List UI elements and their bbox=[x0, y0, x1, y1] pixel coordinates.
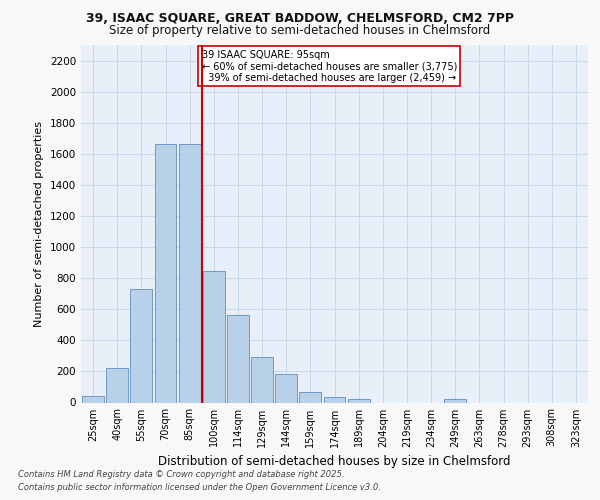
Bar bbox=[203, 271, 224, 402]
Bar bbox=[227, 314, 249, 402]
Bar bbox=[275, 374, 297, 402]
Text: Contains public sector information licensed under the Open Government Licence v3: Contains public sector information licen… bbox=[18, 484, 381, 492]
Bar bbox=[251, 356, 273, 403]
Bar bbox=[348, 400, 370, 402]
Bar bbox=[445, 400, 466, 402]
Text: 39 ISAAC SQUARE: 95sqm
← 60% of semi-detached houses are smaller (3,775)
  39% o: 39 ISAAC SQUARE: 95sqm ← 60% of semi-det… bbox=[202, 50, 457, 83]
X-axis label: Distribution of semi-detached houses by size in Chelmsford: Distribution of semi-detached houses by … bbox=[158, 455, 511, 468]
Text: Size of property relative to semi-detached houses in Chelmsford: Size of property relative to semi-detach… bbox=[109, 24, 491, 37]
Bar bbox=[106, 368, 128, 402]
Bar bbox=[179, 144, 200, 402]
Text: 39, ISAAC SQUARE, GREAT BADDOW, CHELMSFORD, CM2 7PP: 39, ISAAC SQUARE, GREAT BADDOW, CHELMSFO… bbox=[86, 12, 514, 26]
Text: Contains HM Land Registry data © Crown copyright and database right 2025.: Contains HM Land Registry data © Crown c… bbox=[18, 470, 344, 479]
Bar bbox=[155, 144, 176, 402]
Bar bbox=[299, 392, 321, 402]
Bar bbox=[82, 396, 104, 402]
Bar bbox=[323, 397, 346, 402]
Bar bbox=[130, 289, 152, 403]
Y-axis label: Number of semi-detached properties: Number of semi-detached properties bbox=[34, 120, 44, 327]
